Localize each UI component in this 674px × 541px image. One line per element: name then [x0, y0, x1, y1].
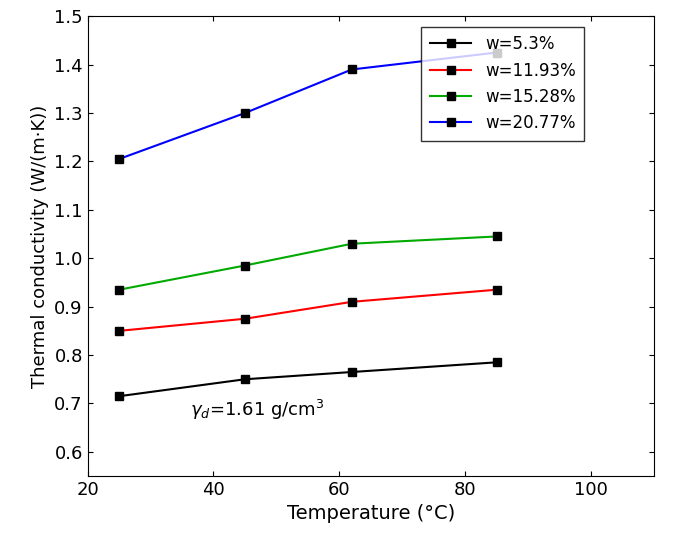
w=5.3% [115, 393, 123, 399]
w=5.3% [493, 359, 501, 366]
w=11.93% [115, 328, 123, 334]
w=15.28% [115, 287, 123, 293]
X-axis label: Temperature (°C): Temperature (°C) [286, 505, 455, 524]
w=11.93% [493, 287, 501, 293]
Legend: w=5.3%, w=11.93%, w=15.28%, w=20.77%: w=5.3%, w=11.93%, w=15.28%, w=20.77% [421, 27, 584, 141]
w=20.77% [493, 49, 501, 56]
w=11.93% [241, 315, 249, 322]
w=5.3% [348, 369, 356, 375]
w=15.28% [493, 233, 501, 240]
Line: w=11.93%: w=11.93% [115, 286, 501, 335]
w=20.77% [241, 110, 249, 116]
Y-axis label: Thermal conductivity (W/(m·K)): Thermal conductivity (W/(m·K)) [30, 104, 49, 388]
Line: w=15.28%: w=15.28% [115, 232, 501, 294]
Line: w=5.3%: w=5.3% [115, 358, 501, 400]
Line: w=20.77%: w=20.77% [115, 48, 501, 163]
w=20.77% [348, 66, 356, 72]
w=15.28% [241, 262, 249, 269]
w=20.77% [115, 156, 123, 162]
w=5.3% [241, 376, 249, 382]
w=11.93% [348, 299, 356, 305]
Text: $\it{\gamma}$$_d$=1.61 g/cm$^3$: $\it{\gamma}$$_d$=1.61 g/cm$^3$ [189, 398, 324, 423]
w=15.28% [348, 241, 356, 247]
